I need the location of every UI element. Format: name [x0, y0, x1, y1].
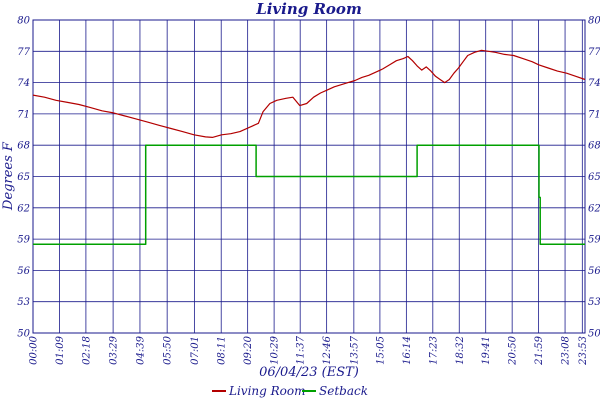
x-tick-label: 17:23	[428, 336, 439, 365]
y-tick-label: 74	[588, 78, 600, 89]
y-tick-label: 77	[17, 47, 30, 58]
y-tick-label: 56	[588, 266, 600, 277]
y-tick-label: 65	[17, 172, 30, 183]
series-line-living-room	[32, 49, 586, 138]
chart-title: Living Room	[255, 0, 362, 18]
y-tick-label: 68	[588, 141, 600, 152]
y-tick-label: 50	[588, 329, 600, 340]
x-tick-label: 18:32	[455, 336, 466, 365]
x-tick-label: 08:11	[217, 336, 228, 365]
series-line-setback	[33, 144, 585, 246]
x-tick-label: 03:29	[109, 335, 120, 364]
x-tick-label: 02:18	[81, 336, 92, 365]
x-tick-label: 16:14	[402, 336, 413, 365]
y-tick-label: 77	[588, 47, 600, 58]
x-tick-label: 11:37	[296, 335, 307, 364]
y-tick-label: 59	[588, 235, 600, 246]
x-tick-label: 12:46	[322, 335, 333, 364]
x-tick-label: 07:01	[190, 336, 201, 365]
y-tick-label: 53	[588, 297, 600, 308]
x-tick-label: 15:05	[375, 336, 386, 365]
x-tick-label: 10:29	[270, 335, 281, 364]
y-tick-label: 74	[17, 78, 30, 89]
y-tick-label: 50	[17, 329, 30, 340]
series-layer	[32, 49, 586, 246]
x-axis-title: 06/04/23 (EST)	[259, 365, 359, 380]
y-tick-label: 53	[17, 297, 30, 308]
y-tick-labels-right: 50 53 56 59 62 65 68 71 74 77 80	[588, 16, 600, 340]
legend-label-setback: Setback	[319, 384, 368, 398]
x-tick-label: 04:39	[135, 335, 146, 364]
y-tick-label: 65	[588, 172, 600, 183]
x-tick-label: 05:50	[163, 335, 174, 364]
y-tick-label: 71	[17, 109, 30, 120]
y-tick-labels-left: 50 53 56 59 62 65 68 71 74 77 80	[17, 16, 30, 340]
y-axis-title: Degrees F	[1, 141, 16, 211]
y-tick-label: 62	[588, 203, 600, 214]
x-tick-label: 00:00	[29, 335, 40, 364]
x-tick-label: 20:50	[508, 335, 519, 365]
y-tick-label: 56	[17, 266, 30, 277]
y-tick-label: 62	[17, 203, 30, 214]
y-tick-label: 80	[588, 16, 600, 27]
x-tick-label: 19:41	[481, 336, 492, 365]
y-tick-label: 59	[17, 235, 30, 246]
x-tick-label: 23:53	[578, 336, 589, 366]
x-tick-label: 01:09	[55, 335, 66, 364]
x-tick-label: 09:20	[243, 335, 254, 364]
y-tick-label: 80	[17, 16, 30, 27]
legend: Living Room Setback	[212, 384, 368, 398]
x-tick-label: 21:59	[534, 335, 545, 365]
y-tick-label: 68	[17, 141, 30, 152]
x-tick-label: 23:08	[561, 336, 572, 366]
y-tick-label: 71	[588, 109, 600, 120]
x-tick-labels: 00:00 01:09 02:18 03:29 04:39 05:50 07:01 08:11…	[29, 335, 589, 365]
legend-label-living-room: Living Room	[228, 384, 306, 398]
x-tick-label: 13:57	[349, 335, 360, 364]
